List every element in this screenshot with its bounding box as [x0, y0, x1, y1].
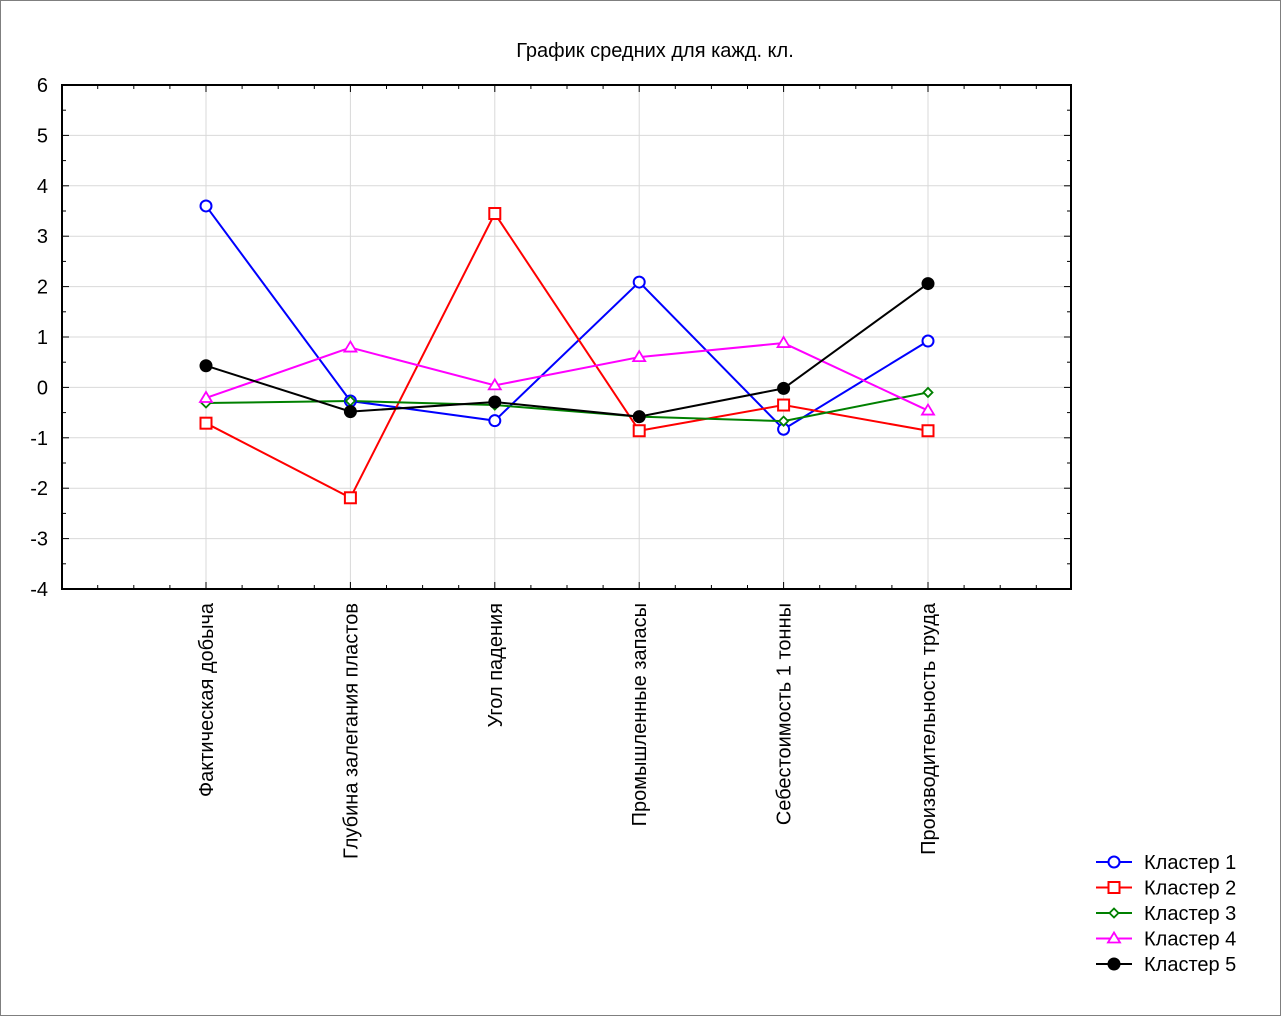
- data-point-series-1: [199, 199, 213, 213]
- data-point-series-2: [632, 424, 646, 438]
- legend-label: Кластер 4: [1144, 929, 1236, 951]
- data-point-series-5: [632, 410, 646, 424]
- y-tick-label: 1: [37, 327, 48, 349]
- legend: Кластер 1 Кластер 2 Кластер 3 Кластер 4 Клас…: [1096, 852, 1236, 976]
- legend-label: Кластер 2: [1144, 878, 1236, 900]
- y-tick-label: 6: [37, 75, 48, 97]
- legend-marker: [1107, 957, 1121, 971]
- y-tick-label: -4: [30, 579, 48, 601]
- y-tick-label: 3: [37, 226, 48, 248]
- x-tick-label: Угол падения: [485, 603, 507, 727]
- data-point-series-2: [921, 424, 935, 438]
- x-tick-label: Фактическая добыча: [196, 602, 218, 797]
- data-point-series-1: [632, 275, 646, 289]
- series-line-2: [205, 211, 929, 500]
- series-line-4: [205, 342, 929, 412]
- legend-label: Кластер 5: [1144, 954, 1236, 976]
- legend-label: Кластер 3: [1144, 903, 1236, 925]
- y-tick-label: -3: [30, 529, 48, 551]
- series-line-1: [205, 205, 929, 431]
- x-tick-label: Промышленные запасы: [629, 603, 651, 826]
- data-point-series-4: [776, 335, 792, 348]
- data-point-series-4: [920, 402, 936, 416]
- data-point-series-5: [921, 277, 935, 291]
- data-point-series-3: [777, 415, 790, 427]
- y-tick-label: -2: [30, 478, 48, 500]
- data-point-series-4: [342, 339, 358, 353]
- chart-title: График средних для кажд. кл.: [516, 40, 794, 62]
- data-point-series-5: [199, 359, 213, 373]
- series-line-5: [205, 282, 929, 418]
- x-tick-label: Производительность труда: [918, 602, 940, 855]
- legend-marker: [1106, 930, 1122, 944]
- legend-marker: [1108, 907, 1120, 919]
- x-tick-label: Глубина залегания пластов: [340, 603, 362, 859]
- data-point-series-2: [199, 416, 213, 430]
- legend-marker: [1107, 881, 1121, 894]
- data-point-series-1: [921, 334, 935, 348]
- x-tick-label: Себестоимость 1 тонны: [774, 603, 796, 825]
- y-tick-label: 2: [37, 277, 48, 299]
- plot-area: 6 5 4 3 2 1 0 -1 -2 -3 -4 Фактическая добыча Глубина…: [30, 75, 1072, 859]
- data-point-series-5: [488, 395, 502, 409]
- data-point-series-2: [343, 491, 357, 505]
- y-tick-label: 0: [37, 377, 48, 399]
- legend-label: Кластер 1: [1144, 852, 1236, 874]
- data-point-series-2: [488, 207, 502, 221]
- series-line-3: [205, 391, 929, 423]
- data-point-series-4: [198, 390, 214, 403]
- data-point-series-3: [922, 386, 934, 399]
- data-point-series-5: [343, 405, 357, 419]
- data-point-series-1: [488, 414, 502, 428]
- data-point-series-4: [487, 377, 503, 391]
- y-tick-label: -1: [30, 428, 48, 450]
- y-tick-label: 5: [37, 125, 48, 147]
- data-point-series-4: [631, 349, 647, 363]
- data-point-series-2: [777, 398, 791, 412]
- y-tick-label: 4: [37, 176, 48, 198]
- legend-marker: [1107, 855, 1121, 869]
- data-point-series-5: [777, 381, 791, 395]
